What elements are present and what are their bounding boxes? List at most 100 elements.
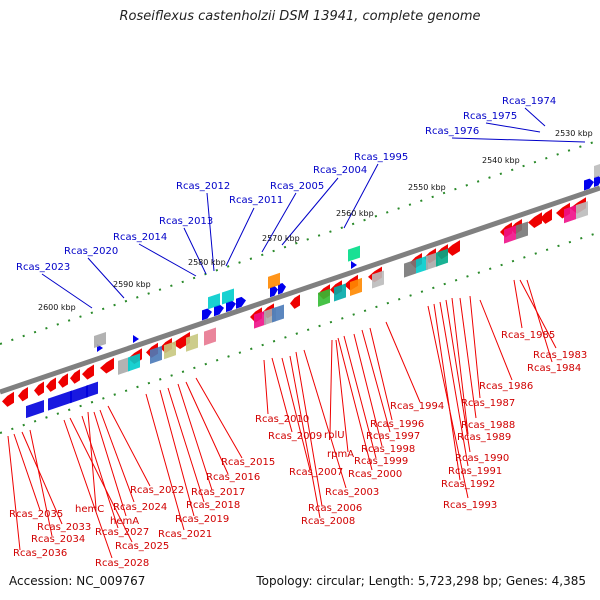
gene-arrow (528, 212, 542, 228)
gene-marker (133, 335, 139, 343)
gene-arrow (540, 208, 552, 224)
gene-label[interactable]: Rcas_1988 (461, 420, 515, 431)
gene-label[interactable]: Rcas_2014 (113, 232, 167, 243)
gene-label[interactable]: Rcas_1989 (457, 432, 511, 443)
gene-arrow (270, 285, 278, 298)
leader-line (519, 279, 557, 349)
gene-label[interactable]: Rcas_2007 (289, 467, 343, 478)
gene-block (254, 310, 266, 329)
gene-label[interactable]: Rcas_2010 (255, 414, 309, 425)
gene-label[interactable]: hemC (75, 504, 104, 515)
gene-label[interactable]: Rcas_1992 (441, 479, 495, 490)
gene-label[interactable]: Rcas_2003 (325, 487, 379, 498)
gene-label[interactable]: Rcas_2025 (115, 541, 169, 552)
kbp-tick-label: 2600 kbp (38, 303, 76, 312)
gene-label[interactable]: Rcas_2015 (221, 457, 275, 468)
gene-block (594, 164, 600, 179)
gene-label[interactable]: Rcas_2008 (301, 516, 355, 527)
gene-label[interactable]: Rcas_2022 (130, 485, 184, 496)
gene-label[interactable]: Rcas_2018 (186, 500, 240, 511)
gene-arrow (34, 381, 44, 396)
leader-line (93, 411, 127, 517)
gene-block (576, 201, 588, 220)
leader-line (138, 243, 197, 277)
leader-line (289, 355, 321, 519)
gene-label[interactable]: Rcas_2017 (191, 487, 245, 498)
gene-label[interactable]: Rcas_2009 (268, 431, 322, 442)
gene-label[interactable]: Rcas_1998 (361, 444, 415, 455)
gene-label[interactable]: Rcas_2027 (95, 527, 149, 538)
leader-line (225, 207, 255, 267)
leader-line (459, 297, 477, 419)
gene-label[interactable]: Rcas_2021 (158, 529, 212, 540)
label-leaders (7, 107, 586, 559)
leader-line (451, 137, 586, 143)
gene-label[interactable]: rplU (324, 430, 345, 441)
leader-line (361, 329, 391, 433)
plus-strand-labels: Rcas_1974 Rcas_1975 Rcas_1976 Rcas_1995 … (16, 96, 556, 273)
gene-label[interactable]: Rcas_1999 (354, 456, 408, 467)
gene-label[interactable]: Rcas_2028 (95, 558, 149, 569)
gene-arrow (70, 369, 80, 384)
gene-label[interactable]: Rcas_2006 (308, 503, 362, 514)
gene-label[interactable]: Rcas_2036 (13, 548, 67, 559)
gene-arrow (290, 294, 300, 309)
leader-line (343, 163, 379, 229)
gene-label[interactable]: hemA (110, 516, 139, 527)
leader-line (303, 349, 347, 489)
gene-label[interactable]: Rcas_1993 (443, 500, 497, 511)
gene-label[interactable]: Rcas_2019 (175, 514, 229, 525)
gene-label[interactable]: Rcas_2033 (37, 522, 91, 533)
gene-label[interactable]: Rcas_2035 (9, 509, 63, 520)
leader-line (335, 339, 349, 453)
kbp-tick-label: 2570 kbp (262, 234, 300, 243)
gene-label[interactable]: Rcas_1990 (455, 453, 509, 464)
gene-block (204, 327, 216, 346)
gene-label[interactable]: Rcas_1996 (370, 419, 424, 430)
gene-label[interactable]: Rcas_2034 (31, 534, 85, 545)
gene-label[interactable]: Rcas_2024 (113, 502, 167, 513)
gene-block (348, 245, 360, 262)
gene-label[interactable]: Rcas_1987 (461, 398, 515, 409)
leader-line (271, 357, 293, 433)
kbp-tick-label: 2550 kbp (408, 183, 446, 192)
leader-line (485, 122, 541, 133)
leader-line (353, 333, 383, 447)
gene-label[interactable]: Rcas_1991 (448, 466, 502, 477)
leader-line (159, 389, 195, 517)
leader-line (295, 351, 323, 507)
gene-block (564, 205, 576, 224)
gene-label[interactable]: Rcas_1984 (527, 363, 581, 374)
gene-label[interactable]: Rcas_1974 (502, 96, 556, 107)
leader-line (183, 227, 207, 275)
gene-label[interactable]: Rcas_1975 (463, 111, 517, 122)
leader-line (81, 415, 119, 529)
gene-label[interactable]: Rcas_2011 (229, 195, 283, 206)
gene-arrow (82, 364, 94, 380)
leader-line (263, 359, 269, 415)
leader-line (87, 411, 97, 509)
gene-label[interactable]: Rcas_1997 (366, 431, 420, 442)
gene-label[interactable]: Rcas_1985 (501, 330, 555, 341)
gene-label[interactable]: Rcas_2005 (270, 181, 324, 192)
gene-arrow (2, 391, 14, 407)
gene-label[interactable]: Rcas_1976 (425, 126, 479, 137)
gene-block (94, 331, 106, 349)
gene-label[interactable]: Rcas_2004 (313, 165, 367, 176)
kbp-tick-label: 2590 kbp (113, 280, 151, 289)
gene-label[interactable]: Rcas_1983 (533, 350, 587, 361)
gene-label[interactable]: rpmA (327, 449, 354, 460)
gene-label[interactable]: Rcas_2016 (206, 472, 260, 483)
gene-label[interactable]: Rcas_1986 (479, 381, 533, 392)
accession-text: Accession: NC_009767 (9, 574, 146, 588)
gene-label[interactable]: Rcas_2020 (64, 246, 118, 257)
gene-label[interactable]: Rcas_2023 (16, 262, 70, 273)
gene-label[interactable]: Rcas_1995 (354, 152, 408, 163)
gene-label[interactable]: Rcas_1994 (390, 401, 444, 412)
gene-label[interactable]: Rcas_2000 (348, 469, 402, 480)
kbp-tick-label: 2530 kbp (555, 129, 593, 138)
gene-label[interactable]: Rcas_2013 (159, 216, 213, 227)
gene-label[interactable]: Rcas_2012 (176, 181, 230, 192)
gene-arrow (278, 282, 286, 295)
